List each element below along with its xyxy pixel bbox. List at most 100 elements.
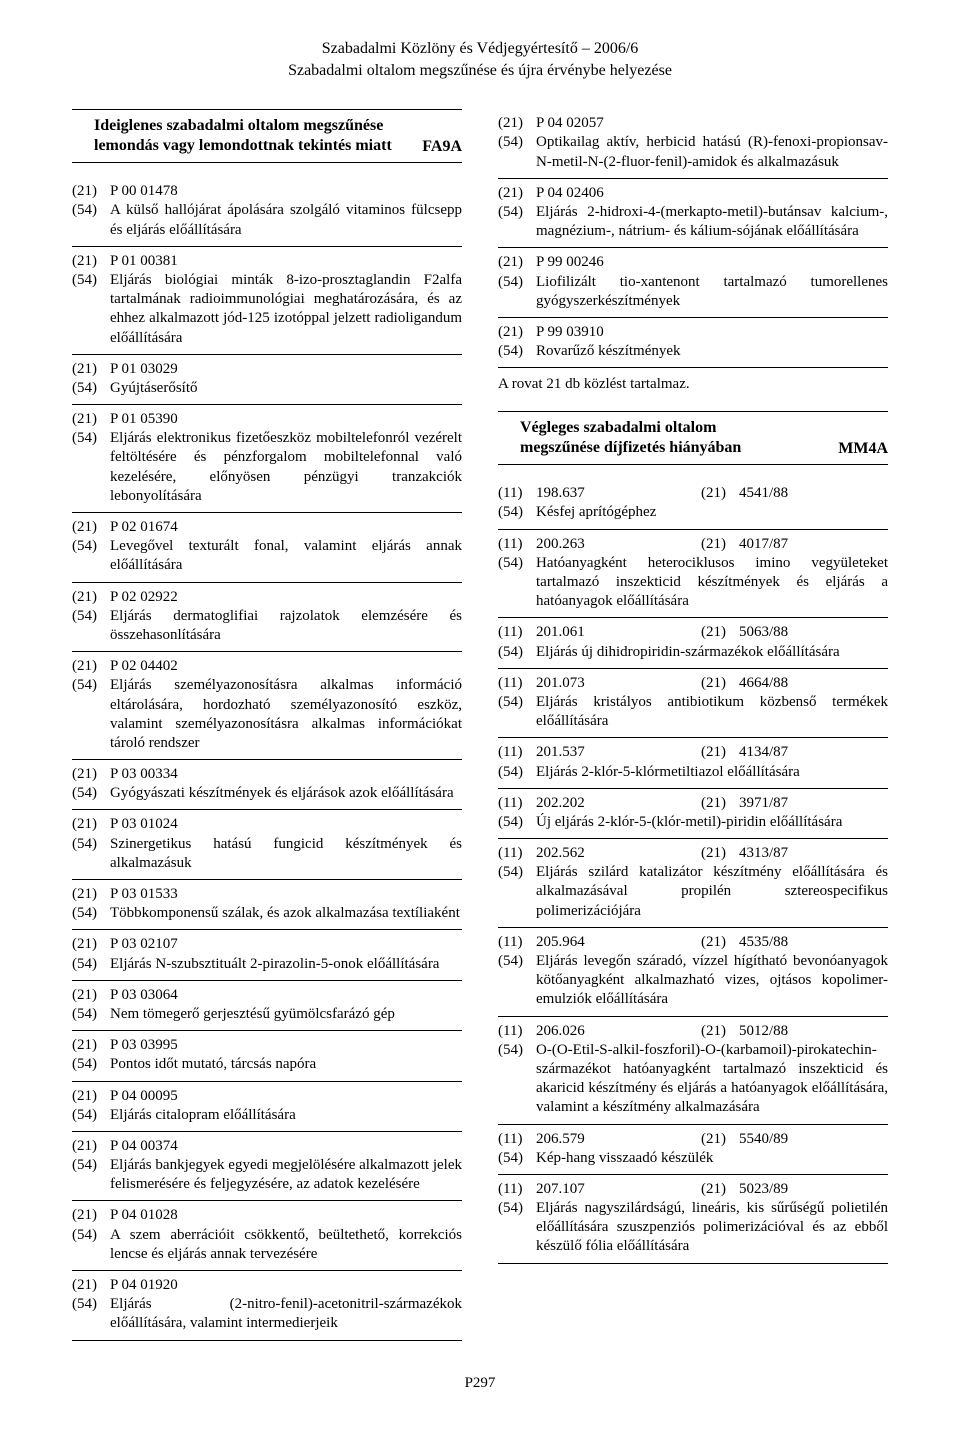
field-11: 201.073 bbox=[536, 674, 701, 693]
field-54: Eljárás elektronikus fizetőeszköz mobilt… bbox=[110, 429, 462, 506]
patent-entry: (21)P 03 01533(54)Többkomponensű szálak,… bbox=[72, 880, 462, 930]
field-54: Eljárás (2-nitro-fenil)-acetonitril-szár… bbox=[110, 1295, 462, 1333]
field-21: P 03 01024 bbox=[110, 815, 462, 834]
patent-entry: (21)P 01 05390(54)Eljárás elektronikus f… bbox=[72, 405, 462, 513]
patent-entry: (21)P 01 03029(54)Gyújtáserősítő bbox=[72, 355, 462, 405]
tag-21: (21) bbox=[72, 1276, 110, 1295]
tag-21: (21) bbox=[701, 484, 739, 503]
field-21: P 02 01674 bbox=[110, 518, 462, 537]
field-54: Gyújtáserősítő bbox=[110, 379, 462, 398]
patent-entry: (21)P 01 00381(54)Eljárás biológiai mint… bbox=[72, 247, 462, 355]
patent-entry: (21)P 04 02057(54)Optikailag aktív, herb… bbox=[498, 109, 888, 179]
field-21: P 03 03995 bbox=[110, 1036, 462, 1055]
tag-21: (21) bbox=[72, 986, 110, 1005]
field-21: P 01 03029 bbox=[110, 360, 462, 379]
field-54: Eljárás dermatoglifiai rajzolatok elemzé… bbox=[110, 607, 462, 645]
tag-54: (54) bbox=[72, 676, 110, 753]
tag-11: (11) bbox=[498, 1130, 536, 1149]
tag-21: (21) bbox=[72, 1036, 110, 1055]
field-54: Rovarűző készítmények bbox=[536, 342, 888, 361]
tag-54: (54) bbox=[72, 1156, 110, 1194]
section-fa9a-code: FA9A bbox=[422, 138, 462, 156]
rovat-count: A rovat 21 db közlést tartalmaz. bbox=[498, 368, 888, 411]
field-21: P 02 02922 bbox=[110, 588, 462, 607]
page-number: P297 bbox=[72, 1375, 888, 1392]
patent-entry: (21)P 04 00095(54)Eljárás citalopram elő… bbox=[72, 1082, 462, 1132]
tag-21: (21) bbox=[701, 844, 739, 863]
field-21: 5023/89 bbox=[739, 1180, 888, 1199]
patent-entry: (21)P 04 00374(54)Eljárás bankjegyek egy… bbox=[72, 1132, 462, 1202]
tag-21: (21) bbox=[701, 794, 739, 813]
tag-21: (21) bbox=[72, 588, 110, 607]
tag-21: (21) bbox=[72, 360, 110, 379]
tag-54: (54) bbox=[498, 763, 536, 782]
tag-21: (21) bbox=[72, 182, 110, 201]
field-11: 202.562 bbox=[536, 844, 701, 863]
tag-54: (54) bbox=[498, 342, 536, 361]
field-11: 207.107 bbox=[536, 1180, 701, 1199]
tag-21: (21) bbox=[701, 674, 739, 693]
tag-21: (21) bbox=[701, 1180, 739, 1199]
tag-54: (54) bbox=[72, 1005, 110, 1024]
tag-21: (21) bbox=[498, 184, 536, 203]
tag-54: (54) bbox=[498, 813, 536, 832]
tag-21: (21) bbox=[498, 114, 536, 133]
patent-entry: (21)P 04 01920(54)Eljárás (2-nitro-fenil… bbox=[72, 1271, 462, 1341]
tag-11: (11) bbox=[498, 1180, 536, 1199]
patent-entry: (21)P 99 00246(54)Liofilizált tio-xanten… bbox=[498, 248, 888, 318]
patent-entry: (11)206.579(21)5540/89(54)Kép-hang vissz… bbox=[498, 1125, 888, 1175]
field-54: Liofilizált tio-xantenont tartalmazó tum… bbox=[536, 273, 888, 311]
section-mm4a-line2: megszűnése díjfizetés hiányában bbox=[520, 438, 888, 458]
section-mm4a-line1: Végleges szabadalmi oltalom bbox=[520, 418, 888, 438]
tag-21: (21) bbox=[72, 1087, 110, 1106]
left-column: Ideiglenes szabadalmi oltalom megszűnése… bbox=[72, 109, 462, 1340]
tag-54: (54) bbox=[498, 863, 536, 921]
field-11: 201.061 bbox=[536, 623, 701, 642]
field-54: Eljárás biológiai minták 8-izo-prosztagl… bbox=[110, 271, 462, 348]
tag-21: (21) bbox=[72, 765, 110, 784]
field-54: Eljárás kristályos antibiotikum közbenső… bbox=[536, 693, 888, 731]
tag-54: (54) bbox=[72, 379, 110, 398]
field-21: 4134/87 bbox=[739, 743, 888, 762]
tag-54: (54) bbox=[498, 133, 536, 171]
field-54: Levegővel texturált fonal, valamint eljá… bbox=[110, 537, 462, 575]
tag-54: (54) bbox=[72, 201, 110, 239]
patent-entry: (11)198.637(21)4541/88(54)Késfej aprítóg… bbox=[498, 479, 888, 529]
tag-11: (11) bbox=[498, 484, 536, 503]
page-header: Szabadalmi Közlöny és Védjegyértesítő – … bbox=[72, 38, 888, 81]
field-11: 206.026 bbox=[536, 1022, 701, 1041]
field-21: P 03 01533 bbox=[110, 885, 462, 904]
patent-entry: (21)P 02 01674(54)Levegővel texturált fo… bbox=[72, 513, 462, 583]
field-21: 4017/87 bbox=[739, 535, 888, 554]
tag-21: (21) bbox=[701, 1022, 739, 1041]
field-21: P 00 01478 bbox=[110, 182, 462, 201]
tag-11: (11) bbox=[498, 535, 536, 554]
tag-54: (54) bbox=[72, 835, 110, 873]
tag-11: (11) bbox=[498, 844, 536, 863]
patent-entry: (11)201.537(21)4134/87(54)Eljárás 2-klór… bbox=[498, 738, 888, 788]
field-21: 3971/87 bbox=[739, 794, 888, 813]
patent-entry: (21)P 04 01028(54)A szem aberrációit csö… bbox=[72, 1201, 462, 1271]
section-mm4a-code: MM4A bbox=[838, 440, 888, 458]
tag-21: (21) bbox=[498, 323, 536, 342]
field-21: P 04 01920 bbox=[110, 1276, 462, 1295]
field-21: P 99 00246 bbox=[536, 253, 888, 272]
tag-21: (21) bbox=[72, 410, 110, 429]
field-21: P 03 03064 bbox=[110, 986, 462, 1005]
patent-entry: (21)P 03 03995(54)Pontos időt mutató, tá… bbox=[72, 1031, 462, 1081]
tag-21: (21) bbox=[701, 1130, 739, 1149]
section-mm4a: Végleges szabadalmi oltalom megszűnése d… bbox=[498, 411, 888, 465]
tag-54: (54) bbox=[498, 554, 536, 612]
field-11: 206.579 bbox=[536, 1130, 701, 1149]
patent-entry: (21)P 03 03064(54)Nem tömegerő gerjeszté… bbox=[72, 981, 462, 1031]
tag-54: (54) bbox=[72, 537, 110, 575]
field-21: P 02 04402 bbox=[110, 657, 462, 676]
patent-entry: (21)P 03 02107(54)Eljárás N-szubsztituál… bbox=[72, 930, 462, 980]
field-21: P 03 02107 bbox=[110, 935, 462, 954]
tag-54: (54) bbox=[498, 643, 536, 662]
field-11: 201.537 bbox=[536, 743, 701, 762]
field-21: P 99 03910 bbox=[536, 323, 888, 342]
tag-54: (54) bbox=[498, 1041, 536, 1118]
tag-21: (21) bbox=[701, 623, 739, 642]
field-54: Kép-hang visszaadó készülék bbox=[536, 1149, 888, 1168]
